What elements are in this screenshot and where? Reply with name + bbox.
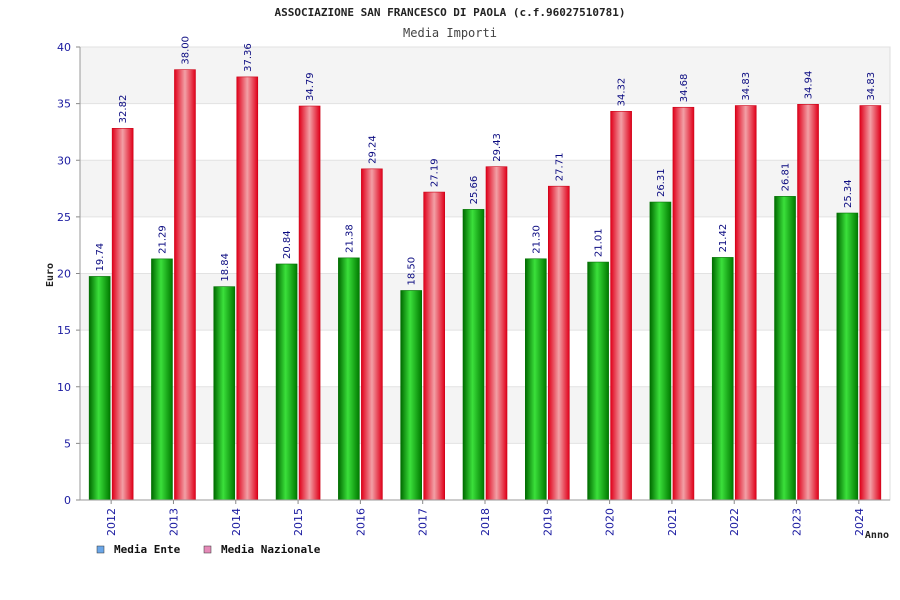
value-label-media-nazionale-2017: 27.19 (430, 158, 441, 187)
bar-media-ente-2015 (275, 263, 298, 501)
value-label-media-nazionale-2013: 38.00 (180, 36, 191, 65)
x-tick-label-2014: 2014 (230, 508, 243, 536)
value-label-media-nazionale-2016: 29.24 (367, 135, 378, 164)
y-tick-label: 25 (57, 211, 71, 224)
value-label-media-ente-2013: 21.29 (157, 225, 168, 254)
bar-media-nazionale-2021 (672, 106, 695, 501)
value-label-media-nazionale-2021: 34.68 (679, 74, 690, 103)
value-label-media-ente-2012: 19.74 (95, 243, 106, 272)
bar-media-nazionale-2022 (734, 105, 757, 501)
bar-media-nazionale-2024 (859, 105, 882, 501)
plot-band (80, 216, 890, 274)
value-label-media-ente-2017: 18.50 (407, 257, 418, 286)
x-tick-label-2017: 2017 (417, 508, 430, 536)
plot-band (80, 103, 890, 161)
value-labels: 19.74 32.82 21.29 38.00 18.84 37.36 20.84 34.79… (95, 36, 877, 285)
bar-media-ente-2018 (462, 209, 485, 501)
value-label-media-ente-2016: 21.38 (344, 224, 355, 253)
value-label-media-nazionale-2015: 34.79 (305, 72, 316, 101)
plot-band (80, 443, 890, 500)
plot-band (80, 160, 890, 217)
x-tick-label-2019: 2019 (541, 508, 554, 536)
bar-media-ente-2020 (587, 261, 609, 501)
y-tick-label: 15 (57, 324, 71, 337)
value-label-media-ente-2023: 26.81 (781, 163, 792, 192)
plot-band (80, 330, 890, 387)
x-tick-label-2024: 2024 (853, 508, 866, 536)
x-tick-label-2023: 2023 (791, 508, 804, 536)
legend-swatch-media-ente (96, 545, 105, 554)
value-label-media-nazionale-2024: 34.83 (866, 72, 877, 101)
legend: Media Ente Media Nazionale (96, 543, 321, 556)
bar-media-ente-2017 (400, 290, 422, 501)
x-tick-label-2012: 2012 (105, 508, 118, 536)
bars (88, 69, 882, 501)
x-tick-label-2022: 2022 (728, 508, 741, 536)
value-label-media-nazionale-2023: 34.94 (804, 71, 815, 100)
bar-media-ente-2019 (525, 258, 547, 501)
y-tick-label: 20 (57, 268, 71, 281)
bar-media-nazionale-2012 (111, 128, 134, 501)
plot-band (80, 47, 890, 104)
x-tick-label-2021: 2021 (666, 508, 679, 536)
x-axis-ticks: 2012 2013 2014 2015 2016 2017 2018 2019 2020 2021… (80, 499, 890, 536)
chart-subtitle: Media Importi (403, 26, 497, 40)
bar-media-nazionale-2014 (236, 76, 259, 501)
bar-media-ente-2016 (338, 257, 360, 501)
bar-media-ente-2012 (88, 276, 111, 501)
y-tick-label: 30 (57, 154, 71, 167)
bar-media-nazionale-2017 (423, 191, 445, 501)
value-label-media-ente-2014: 18.84 (220, 253, 231, 282)
value-label-media-ente-2021: 26.31 (656, 168, 667, 197)
y-tick-label: 40 (57, 41, 71, 54)
bar-media-ente-2022 (711, 257, 734, 501)
plot-band (80, 273, 890, 331)
legend-label-media-nazionale: Media Nazionale (221, 543, 321, 556)
x-tick-label-2020: 2020 (604, 508, 617, 536)
x-tick-label-2015: 2015 (292, 508, 305, 536)
bar-media-nazionale-2013 (174, 69, 196, 501)
x-axis-label: Anno (865, 530, 889, 541)
x-tick-label-2013: 2013 (167, 508, 180, 536)
legend-swatch-media-nazionale (203, 545, 212, 554)
y-tick-label: 5 (64, 437, 71, 450)
y-axis-label: Euro (45, 263, 56, 287)
y-axis-ticks: 0 5 10 15 20 25 30 35 40 (57, 41, 81, 507)
bar-media-ente-2021 (649, 201, 672, 501)
bar-media-nazionale-2016 (361, 168, 383, 501)
value-label-media-ente-2020: 21.01 (594, 228, 605, 257)
x-tick-label-2018: 2018 (479, 508, 492, 536)
value-label-media-nazionale-2014: 37.36 (243, 43, 254, 72)
legend-label-media-ente: Media Ente (114, 543, 181, 556)
bar-media-nazionale-2018 (485, 166, 508, 501)
bar-media-nazionale-2023 (797, 104, 819, 501)
bar-media-nazionale-2015 (298, 105, 321, 501)
bar-media-ente-2024 (836, 212, 859, 501)
bar-media-ente-2014 (213, 286, 236, 501)
y-tick-label: 10 (57, 381, 71, 394)
y-tick-label: 0 (64, 494, 71, 507)
value-label-media-ente-2018: 25.66 (469, 176, 480, 205)
value-label-media-nazionale-2019: 27.71 (554, 153, 565, 182)
bar-media-nazionale-2019 (548, 185, 570, 501)
value-label-media-ente-2022: 21.42 (718, 224, 729, 253)
value-label-media-ente-2015: 20.84 (282, 230, 293, 259)
value-label-media-ente-2024: 25.34 (843, 179, 854, 208)
y-tick-label: 35 (57, 98, 71, 111)
bar-media-ente-2023 (774, 196, 796, 501)
x-tick-label-2016: 2016 (354, 508, 367, 536)
value-label-media-nazionale-2020: 34.32 (617, 78, 628, 107)
value-label-media-nazionale-2012: 32.82 (118, 95, 129, 124)
value-label-media-nazionale-2018: 29.43 (492, 133, 503, 162)
bar-media-nazionale-2020 (610, 111, 632, 501)
chart-title: ASSOCIAZIONE SAN FRANCESCO DI PAOLA (c.f… (275, 6, 626, 19)
value-label-media-nazionale-2022: 34.83 (741, 72, 752, 101)
value-label-media-ente-2019: 21.30 (531, 225, 542, 254)
plot-band (80, 386, 890, 444)
bar-media-ente-2013 (151, 258, 173, 501)
